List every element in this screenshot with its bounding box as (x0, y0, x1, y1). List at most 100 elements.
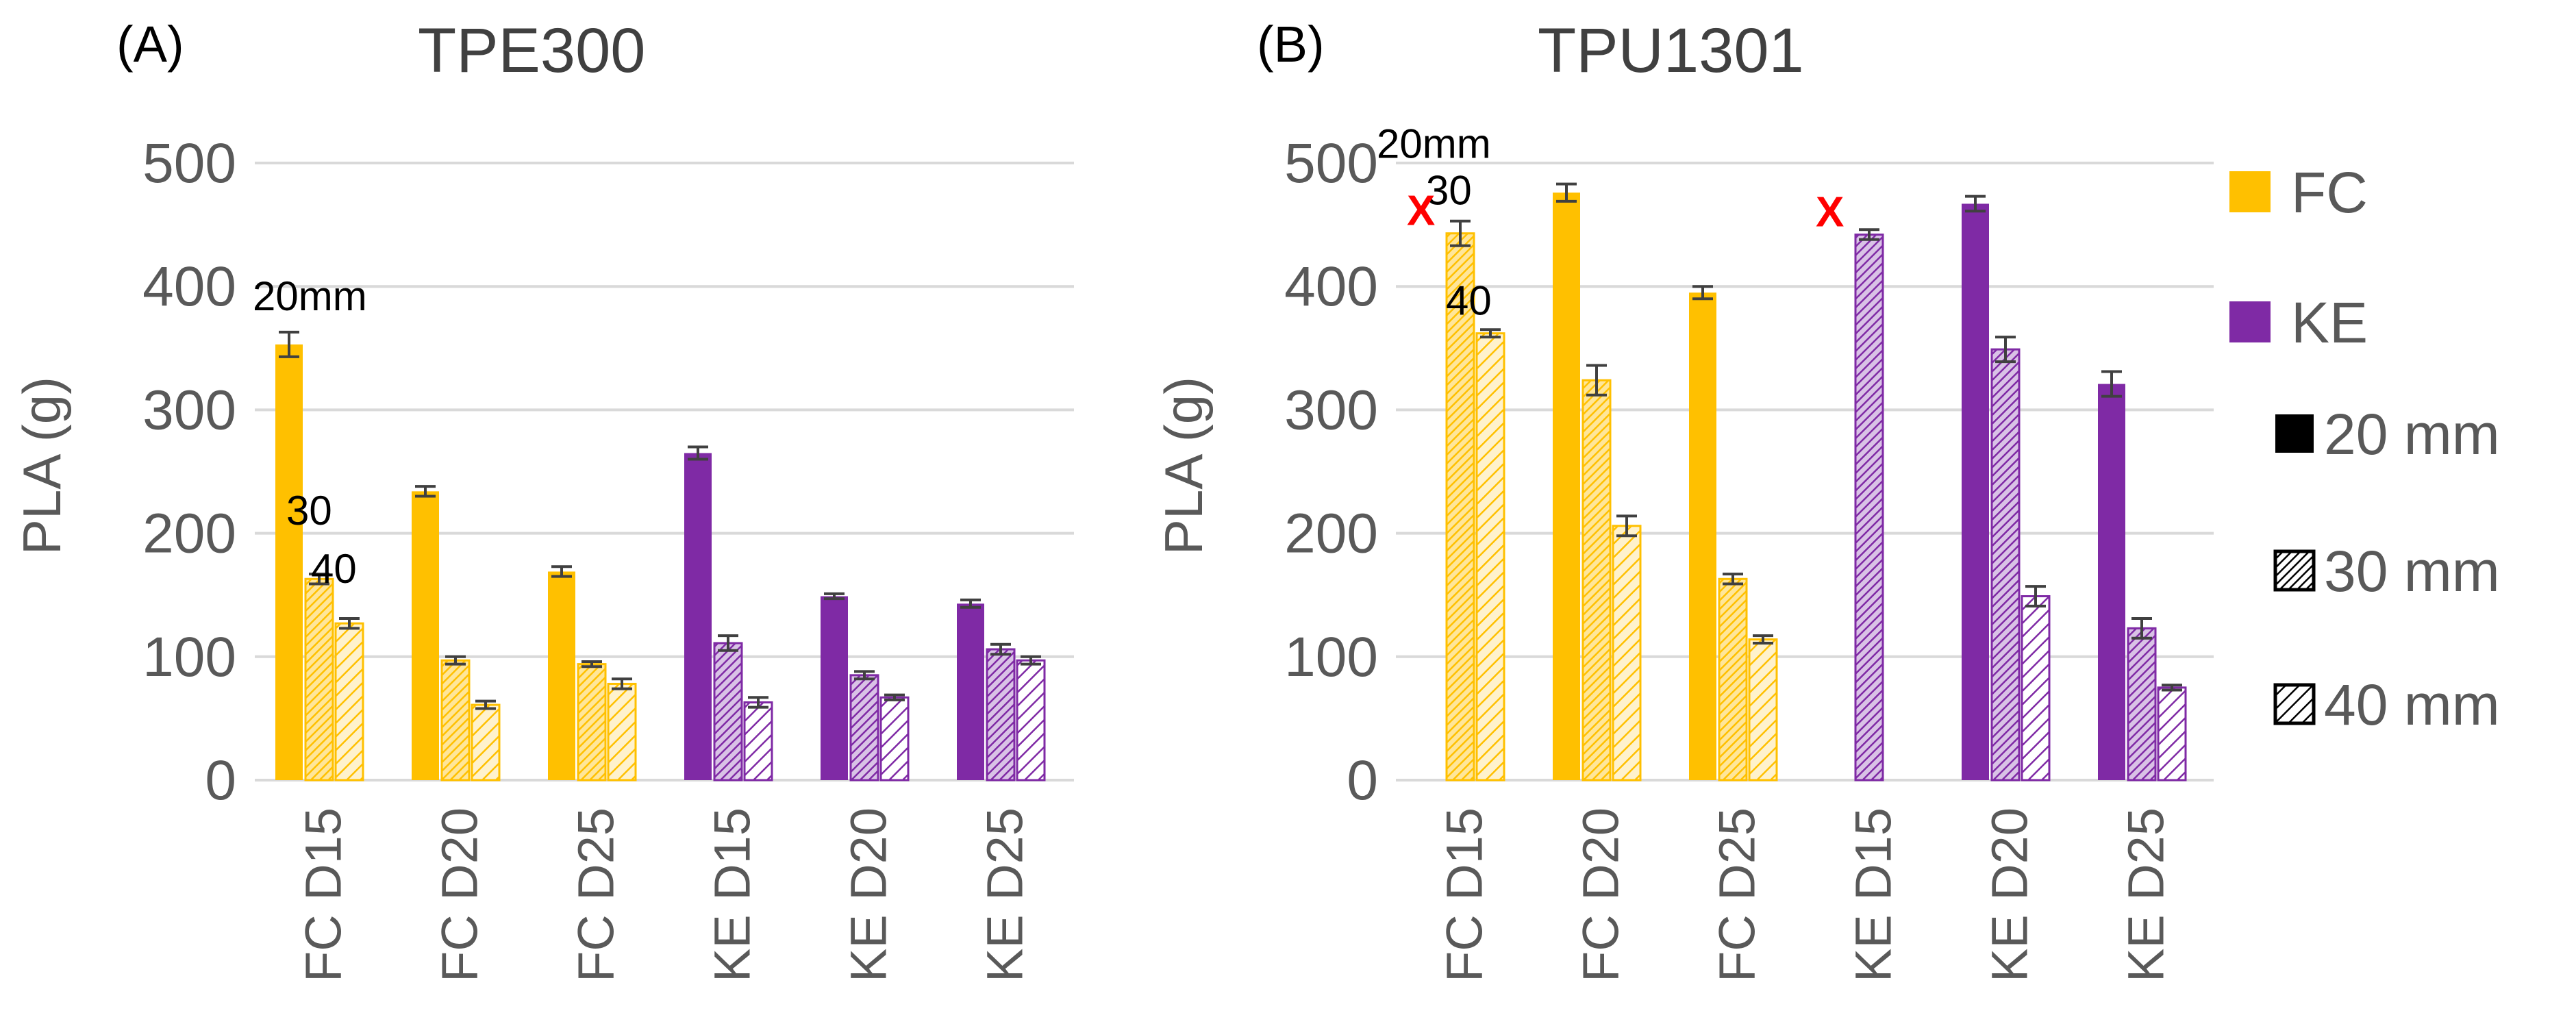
panel-tpu1301: (B) TPU1301 PLA (g) 0 100 200 300 400 500 FC … (1153, 16, 2214, 982)
error-bar (582, 660, 602, 668)
bar-annotation: 30 (286, 488, 332, 534)
panel-label: (A) (116, 16, 184, 73)
y-tick-label: 300 (1284, 379, 1378, 441)
grid (255, 162, 1074, 781)
legend-swatch-40mm (2273, 683, 2316, 725)
legend-item-fc: FC (2229, 160, 2368, 225)
y-tick-label: 200 (1284, 503, 1378, 565)
error-bar (1556, 182, 1577, 203)
error-bar (1586, 364, 1607, 397)
y-tick-label: 100 (1284, 626, 1378, 688)
bar (548, 571, 575, 780)
y-tick-label: 300 (142, 379, 236, 441)
x-tick-label: FC D15 (295, 808, 352, 982)
bar (412, 491, 439, 780)
legend-item-ke: KE (2229, 290, 2368, 355)
error-bar (339, 616, 360, 630)
x-tick-label: KE D25 (2118, 808, 2175, 982)
bar (1581, 379, 1612, 781)
legend-label-ke: KE (2291, 290, 2368, 355)
x-tick-label: FC D20 (1573, 808, 1629, 982)
x-tick-label: FC D25 (568, 808, 625, 982)
legend-swatch-30mm (2273, 549, 2316, 592)
bar (440, 659, 471, 781)
bar-annotation: 40 (311, 546, 357, 592)
chart-title: TPU1301 (1538, 16, 1804, 86)
bar (1553, 192, 1580, 780)
error-bar (1021, 655, 1041, 666)
bar (275, 344, 303, 780)
bar (1016, 659, 1046, 781)
error-bar (960, 598, 981, 609)
y-tick-label: 500 (142, 132, 236, 195)
y-tick-label: 500 (1284, 132, 1378, 195)
error-bar (309, 573, 329, 586)
error-bar (854, 670, 875, 681)
error-bar (1859, 228, 1879, 241)
error-bar (2101, 370, 2122, 398)
bar (1612, 525, 1642, 781)
y-axis: 0 100 200 300 400 500 (142, 132, 236, 812)
legend-label-30mm: 30 mm (2324, 539, 2500, 603)
legend-item-40mm: 40 mm (2273, 673, 2500, 737)
bar (1475, 332, 1505, 781)
bar (821, 596, 848, 780)
error-bar (1723, 573, 1743, 586)
bar (2127, 627, 2157, 781)
error-bar (445, 655, 466, 666)
bar (1990, 348, 2021, 781)
y-tick-label: 0 (1347, 749, 1378, 812)
panel-label: (B) (1257, 16, 1325, 73)
error-bar (748, 696, 768, 709)
legend-label-20mm: 20 mm (2324, 402, 2500, 466)
error-bar (884, 693, 905, 701)
bar (577, 663, 607, 781)
bar (334, 622, 364, 781)
error-bar (551, 565, 572, 578)
bar (304, 577, 334, 781)
x-tick-label: FC D15 (1436, 808, 1493, 982)
bar-annotation: 40 (1446, 277, 1492, 323)
x-tick-label: FC D25 (1709, 808, 1766, 982)
legend-label-fc: FC (2291, 160, 2368, 225)
x-tick-label: FC D20 (432, 808, 488, 982)
error-bar (718, 634, 738, 652)
legend: FC KE 20 mm 30 mm 40 mm (2229, 160, 2500, 737)
error-bar (824, 592, 845, 601)
bar (1445, 232, 1475, 781)
bar (1689, 292, 1716, 781)
bar (1962, 203, 1989, 780)
missing-bar-marker: X (1816, 189, 1844, 236)
bar-annotation: 20mm (253, 273, 367, 319)
chart-title: TPE300 (418, 16, 645, 86)
x-tick-label: KE D20 (1981, 808, 2038, 982)
y-tick-label: 400 (1284, 255, 1378, 318)
bars (1445, 182, 2187, 781)
y-axis: 0 100 200 300 400 500 (1284, 132, 1378, 812)
y-axis-title: PLA (g) (1153, 377, 1214, 555)
x-tick-label: KE D15 (1845, 808, 1902, 982)
bar-annotation: 30 (1426, 168, 1472, 214)
legend-label-40mm: 40 mm (2324, 673, 2500, 737)
bar-annotation: 20mm (1377, 121, 1491, 167)
error-bar (2025, 585, 2046, 608)
y-tick-label: 100 (142, 626, 236, 688)
legend-swatch-ke (2229, 301, 2271, 342)
legend-swatch-fc (2229, 171, 2271, 212)
error-bar (475, 699, 496, 710)
y-axis-title: PLA (g) (12, 377, 72, 555)
error-bar (279, 330, 299, 358)
bar (684, 453, 712, 780)
y-tick-label: 200 (142, 503, 236, 565)
legend-item-20mm: 20 mm (2275, 402, 2500, 466)
x-tick-label: KE D15 (704, 808, 761, 982)
annotations: 20mm 30 40 (253, 273, 367, 592)
bar (2021, 595, 2051, 781)
bars (275, 330, 1046, 781)
error-bar (1450, 219, 1471, 247)
bar (1748, 638, 1778, 781)
error-bar (1480, 328, 1501, 339)
bar (2157, 686, 2187, 781)
